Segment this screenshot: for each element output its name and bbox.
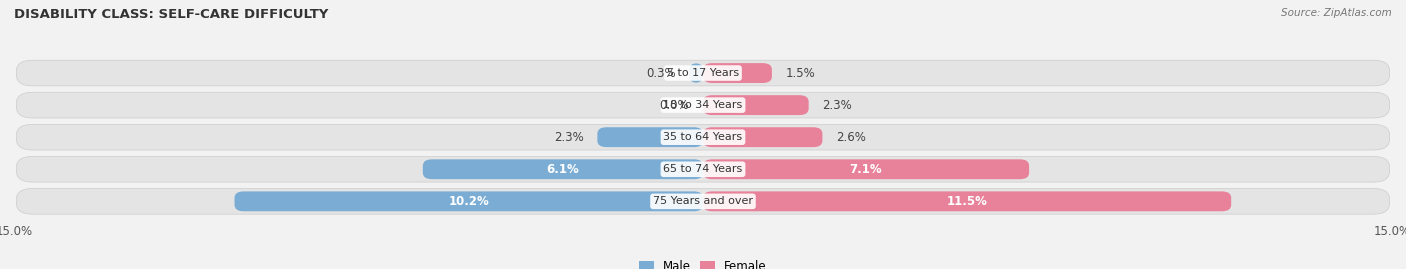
FancyBboxPatch shape [689, 63, 703, 83]
FancyBboxPatch shape [17, 60, 1389, 86]
Text: DISABILITY CLASS: SELF-CARE DIFFICULTY: DISABILITY CLASS: SELF-CARE DIFFICULTY [14, 8, 329, 21]
Text: 65 to 74 Years: 65 to 74 Years [664, 164, 742, 174]
FancyBboxPatch shape [17, 92, 1389, 118]
FancyBboxPatch shape [598, 127, 703, 147]
Text: 1.5%: 1.5% [786, 66, 815, 80]
Legend: Male, Female: Male, Female [634, 256, 772, 269]
Text: 11.5%: 11.5% [946, 195, 987, 208]
FancyBboxPatch shape [17, 157, 1389, 182]
FancyBboxPatch shape [703, 192, 1232, 211]
Text: 2.3%: 2.3% [554, 131, 583, 144]
Text: 6.1%: 6.1% [547, 163, 579, 176]
Text: 18 to 34 Years: 18 to 34 Years [664, 100, 742, 110]
FancyBboxPatch shape [703, 127, 823, 147]
Text: 2.3%: 2.3% [823, 99, 852, 112]
Text: 7.1%: 7.1% [849, 163, 883, 176]
Text: 2.6%: 2.6% [837, 131, 866, 144]
Text: 10.2%: 10.2% [449, 195, 489, 208]
Text: 5 to 17 Years: 5 to 17 Years [666, 68, 740, 78]
Text: 75 Years and over: 75 Years and over [652, 196, 754, 206]
Text: 0.3%: 0.3% [645, 66, 675, 80]
Text: Source: ZipAtlas.com: Source: ZipAtlas.com [1281, 8, 1392, 18]
FancyBboxPatch shape [17, 124, 1389, 150]
Text: 0.0%: 0.0% [659, 99, 689, 112]
FancyBboxPatch shape [703, 63, 772, 83]
FancyBboxPatch shape [17, 189, 1389, 214]
Text: 35 to 64 Years: 35 to 64 Years [664, 132, 742, 142]
FancyBboxPatch shape [703, 159, 1029, 179]
FancyBboxPatch shape [235, 192, 703, 211]
FancyBboxPatch shape [703, 95, 808, 115]
FancyBboxPatch shape [423, 159, 703, 179]
